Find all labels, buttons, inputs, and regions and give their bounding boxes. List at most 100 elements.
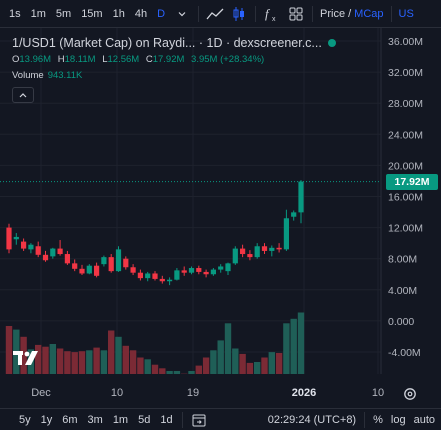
range-5y[interactable]: 5y [19,413,31,426]
range-1y[interactable]: 1y [40,413,53,426]
y-tick-label: -4.00M [388,347,421,359]
chart-settings-gear-icon[interactable] [402,386,418,402]
layout-grid-icon[interactable] [284,0,308,27]
timeframe-1h[interactable]: 1h [112,7,125,20]
volume-bar [195,365,202,380]
candle-body [261,246,268,251]
chevron-down-icon[interactable] [170,0,194,27]
chevron-up-icon [19,93,27,98]
x-tick-label: 10 [371,387,385,399]
candle-body [35,246,41,255]
open-value: 13.96M [19,54,52,65]
toggle-separator: / [348,7,352,20]
candle-body [174,270,180,280]
y-tick-label: 8.00M [388,254,417,266]
candle-body [298,181,304,213]
volume-bar [35,344,42,380]
volume-bar [246,362,254,380]
volume-bar [210,350,217,380]
timeframe-5m[interactable]: 5m [55,7,72,20]
candle-body [283,218,289,250]
range-1m[interactable]: 1m [112,413,129,426]
mcap-toggle[interactable]: MCap [354,7,384,20]
candle-body [115,249,122,272]
volume-bar [297,312,305,380]
range-1d[interactable]: 1d [160,413,173,426]
auto-toggle[interactable]: auto [413,413,435,426]
volume-bar [290,318,297,380]
y-tick-label: 36.00M [388,36,423,48]
ohlc-row: O13.96M H18.11M L12.56M C17.92M 3.95M (+… [12,54,336,65]
timeframe-1s[interactable]: 1s [9,7,21,20]
candle-body [210,269,216,275]
candle-body [6,227,12,250]
collapse-legend-button[interactable] [12,87,34,103]
volume-bar [115,336,122,380]
y-tick-label: 24.00M [388,129,423,141]
high-label: H [57,54,65,65]
candle-body [269,247,275,251]
candle-body [196,268,202,272]
candle-body [254,246,260,258]
currency-toggle[interactable]: US [398,7,414,20]
y-tick-label: 16.00M [388,192,423,204]
symbol-title[interactable]: 1/USD1 (Market Cap) on Raydi... · 1D · d… [12,36,322,50]
candle-body [108,257,114,272]
tradingview-logo[interactable] [12,345,40,371]
low-label: L [102,54,108,65]
timeframe-d[interactable]: D [157,7,166,20]
candle-body [188,268,195,273]
candle-body [64,254,70,264]
candle-body [276,247,282,250]
line-chart-icon[interactable] [203,0,227,27]
timeframe-15m[interactable]: 15m [81,7,103,20]
volume-bar [64,351,71,380]
candle-body [28,244,34,250]
chart-canvas[interactable]: 36.00M 32.00M 28.00M 24.00M 20.00M 16.00M 12.0… [0,28,441,380]
volume-bar [232,348,239,380]
bottom-toolbar: 5y 1y 6m 3m 1m 5d 1d 02:29:24 (UTC+8) % … [0,408,441,430]
timeframe-1m[interactable]: 1m [30,7,46,20]
candle-body [72,263,78,269]
y-tick-label: 0.000 [388,316,414,328]
candle-body [291,212,297,217]
candle-body [86,265,92,274]
range-6m[interactable]: 6m [62,413,78,426]
candle-body [203,271,209,275]
volume-bar [100,350,108,380]
change-value: 3.95M (+28.34%) [191,54,265,65]
volume-row: Volume 943.11K [12,70,336,81]
range-5d[interactable]: 5d [138,413,151,426]
volume-bar [144,359,151,380]
volume-value: 943.11K [47,70,83,81]
volume-bar [42,346,49,380]
volume-label: Volume [12,70,44,81]
clock-timezone[interactable]: 02:29:24 (UTC+8) [267,413,357,426]
tradingview-logo-icon [13,351,38,365]
time-axis[interactable]: Dec 10 19 2026 10 [0,380,441,408]
candle-body [247,254,253,258]
range-3m[interactable]: 3m [87,413,103,426]
volume-bar [283,323,290,380]
volume-bar [268,352,275,380]
time-axis-strip [0,374,441,380]
price-toggle[interactable]: Price [320,7,346,20]
log-toggle[interactable]: log [390,413,406,426]
percent-toggle[interactable]: % [373,413,383,426]
toolbar-divider [364,411,366,428]
candle-body [79,268,85,274]
candle-body [152,273,158,279]
volume-bar [49,344,56,380]
chart-area[interactable]: 36.00M 32.00M 28.00M 24.00M 20.00M 16.00M 12.0… [0,28,441,380]
volume-bar [20,336,27,380]
last-price-label: 17.92M [386,173,438,190]
volume-bar [93,347,100,380]
candles-icon[interactable] [227,0,251,27]
toolbar-divider [390,5,392,22]
candle-body [137,272,143,279]
calendar-goto-icon[interactable] [187,409,211,430]
timeframe-4h[interactable]: 4h [134,7,148,20]
candle-body [232,248,238,264]
